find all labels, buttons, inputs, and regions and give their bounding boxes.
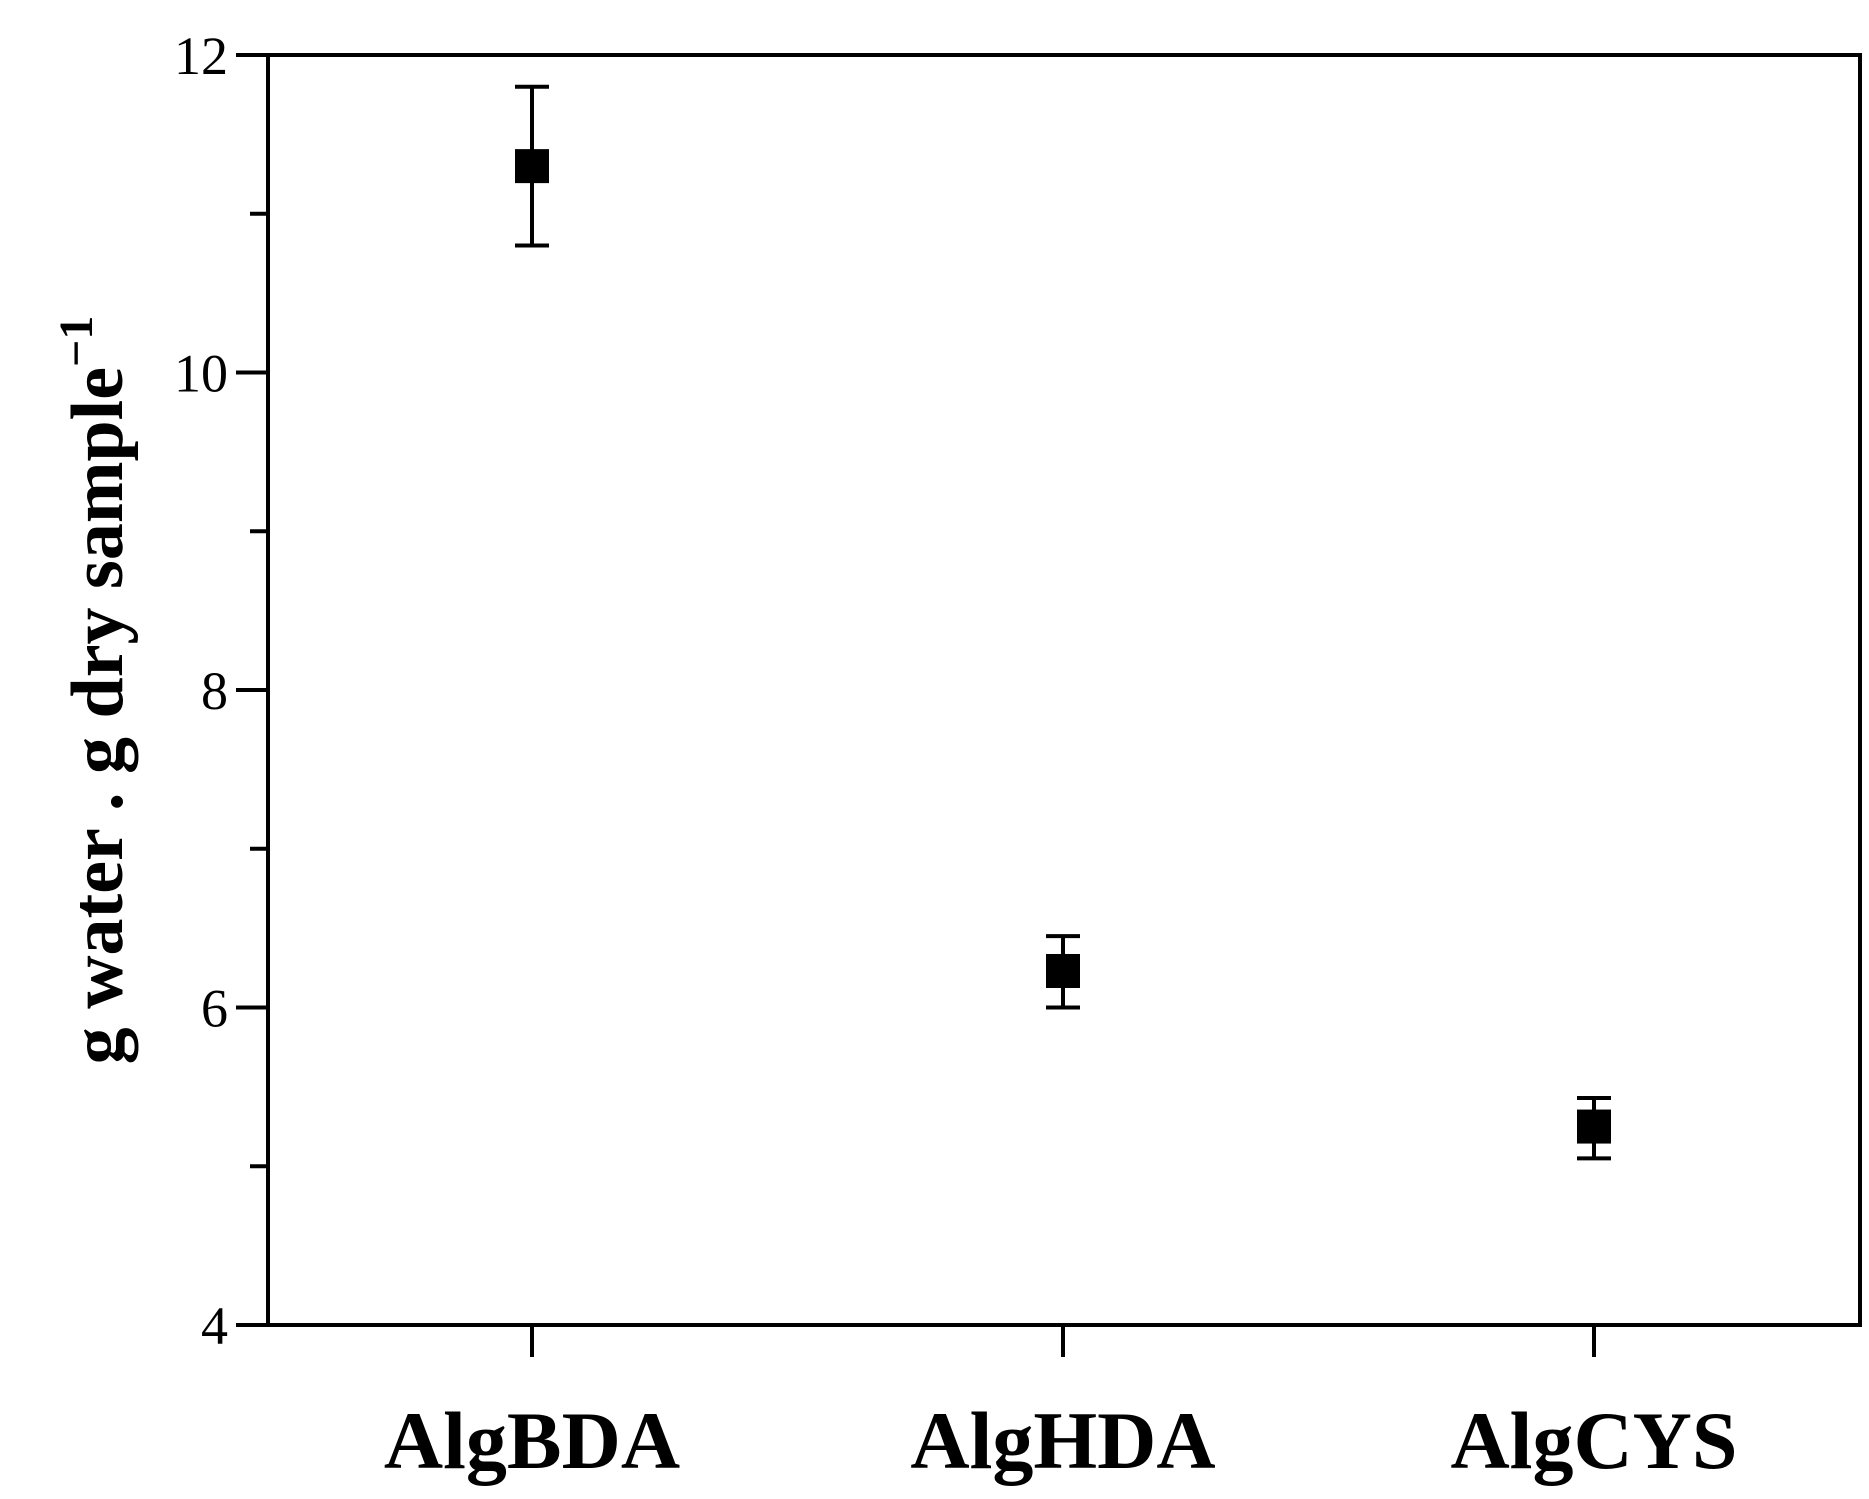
data-point-marker [1046,953,1080,988]
y-tick-label: 6 [201,979,228,1039]
y-axis-title-superscript: −1 [50,316,103,367]
x-category-label: AlgCYS [1450,1395,1737,1486]
y-axis-title-main: g water . g dry sample [57,367,139,1064]
data-point-marker [1577,1109,1611,1144]
y-tick-label: 4 [201,1296,228,1356]
data-point-marker [515,149,549,184]
x-axis-ticks: AlgBDA AlgHDA AlgCYS [384,1325,1738,1486]
y-axis-title: g water . g dry sample−1 [50,316,139,1065]
plot-frame [266,53,1862,1327]
y-tick-label: 10 [174,344,228,404]
y-tick-label: 8 [201,661,228,721]
data-points [515,84,1611,1161]
x-category-label: AlgBDA [384,1395,680,1486]
y-tick-label: 12 [174,26,228,86]
x-category-label: AlgHDA [910,1395,1215,1486]
y-axis-ticks: 4 6 8 10 12 [174,26,268,1356]
